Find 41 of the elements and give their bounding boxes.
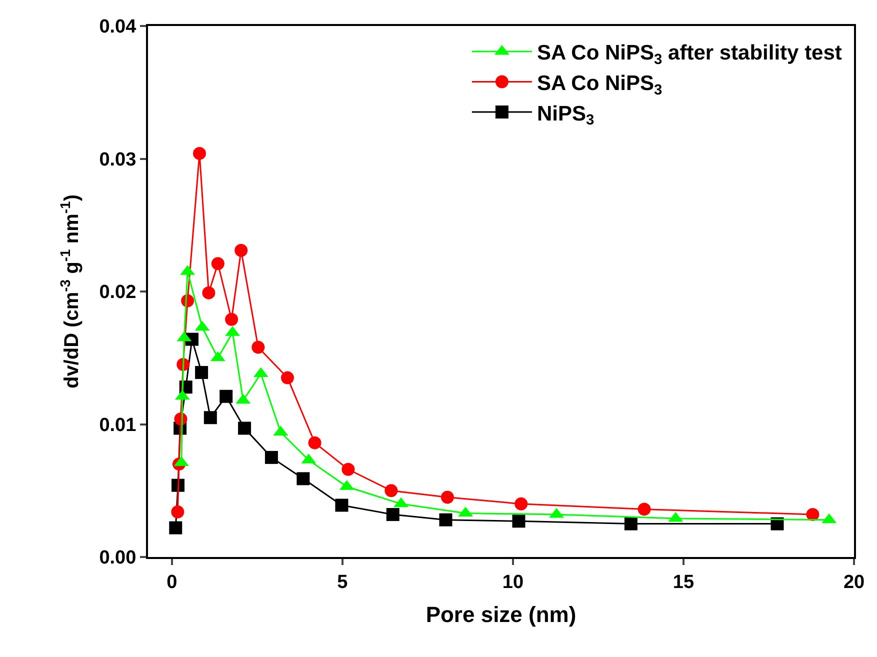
point xyxy=(440,490,454,504)
point xyxy=(512,514,526,528)
y-tick-label: 0.02 xyxy=(99,282,136,304)
point xyxy=(439,513,452,526)
point xyxy=(238,422,252,435)
point xyxy=(211,257,224,270)
point xyxy=(264,450,278,464)
x-tick-label: 0 xyxy=(166,572,178,593)
x-tick-label: 5 xyxy=(337,572,348,593)
point xyxy=(335,498,348,512)
legend-label: NiPS$_{3}$ xyxy=(536,102,594,129)
x-tick-label: 20 xyxy=(843,572,865,593)
point xyxy=(806,508,820,522)
point xyxy=(193,146,206,160)
point xyxy=(386,508,400,522)
legend-label: SA Co NiPS$_{3}$ after stability test xyxy=(536,42,842,68)
y-tick-label: 0.00 xyxy=(99,548,136,569)
y-tick-label: 0.01 xyxy=(99,414,137,436)
point xyxy=(169,521,182,534)
point xyxy=(296,472,310,486)
y-tick-label: 0.03 xyxy=(99,149,136,170)
point xyxy=(342,462,355,476)
point xyxy=(638,502,651,516)
x-axis-title: Pore size (nm) xyxy=(426,602,576,628)
x-tick-label: 15 xyxy=(672,572,694,593)
point xyxy=(514,497,528,510)
point xyxy=(204,411,217,424)
legend-label: SA Co NiPS$_{3}$ xyxy=(536,72,662,98)
point xyxy=(624,517,638,530)
point xyxy=(202,286,216,300)
y-tick-label: 0.04 xyxy=(99,16,137,38)
point xyxy=(280,371,294,384)
point xyxy=(171,505,184,518)
x-tick-label: 10 xyxy=(502,572,524,593)
point xyxy=(195,366,208,379)
point xyxy=(308,436,322,450)
point xyxy=(384,484,398,498)
point xyxy=(252,340,265,354)
point xyxy=(220,390,233,403)
point xyxy=(234,244,248,257)
point xyxy=(225,312,238,326)
